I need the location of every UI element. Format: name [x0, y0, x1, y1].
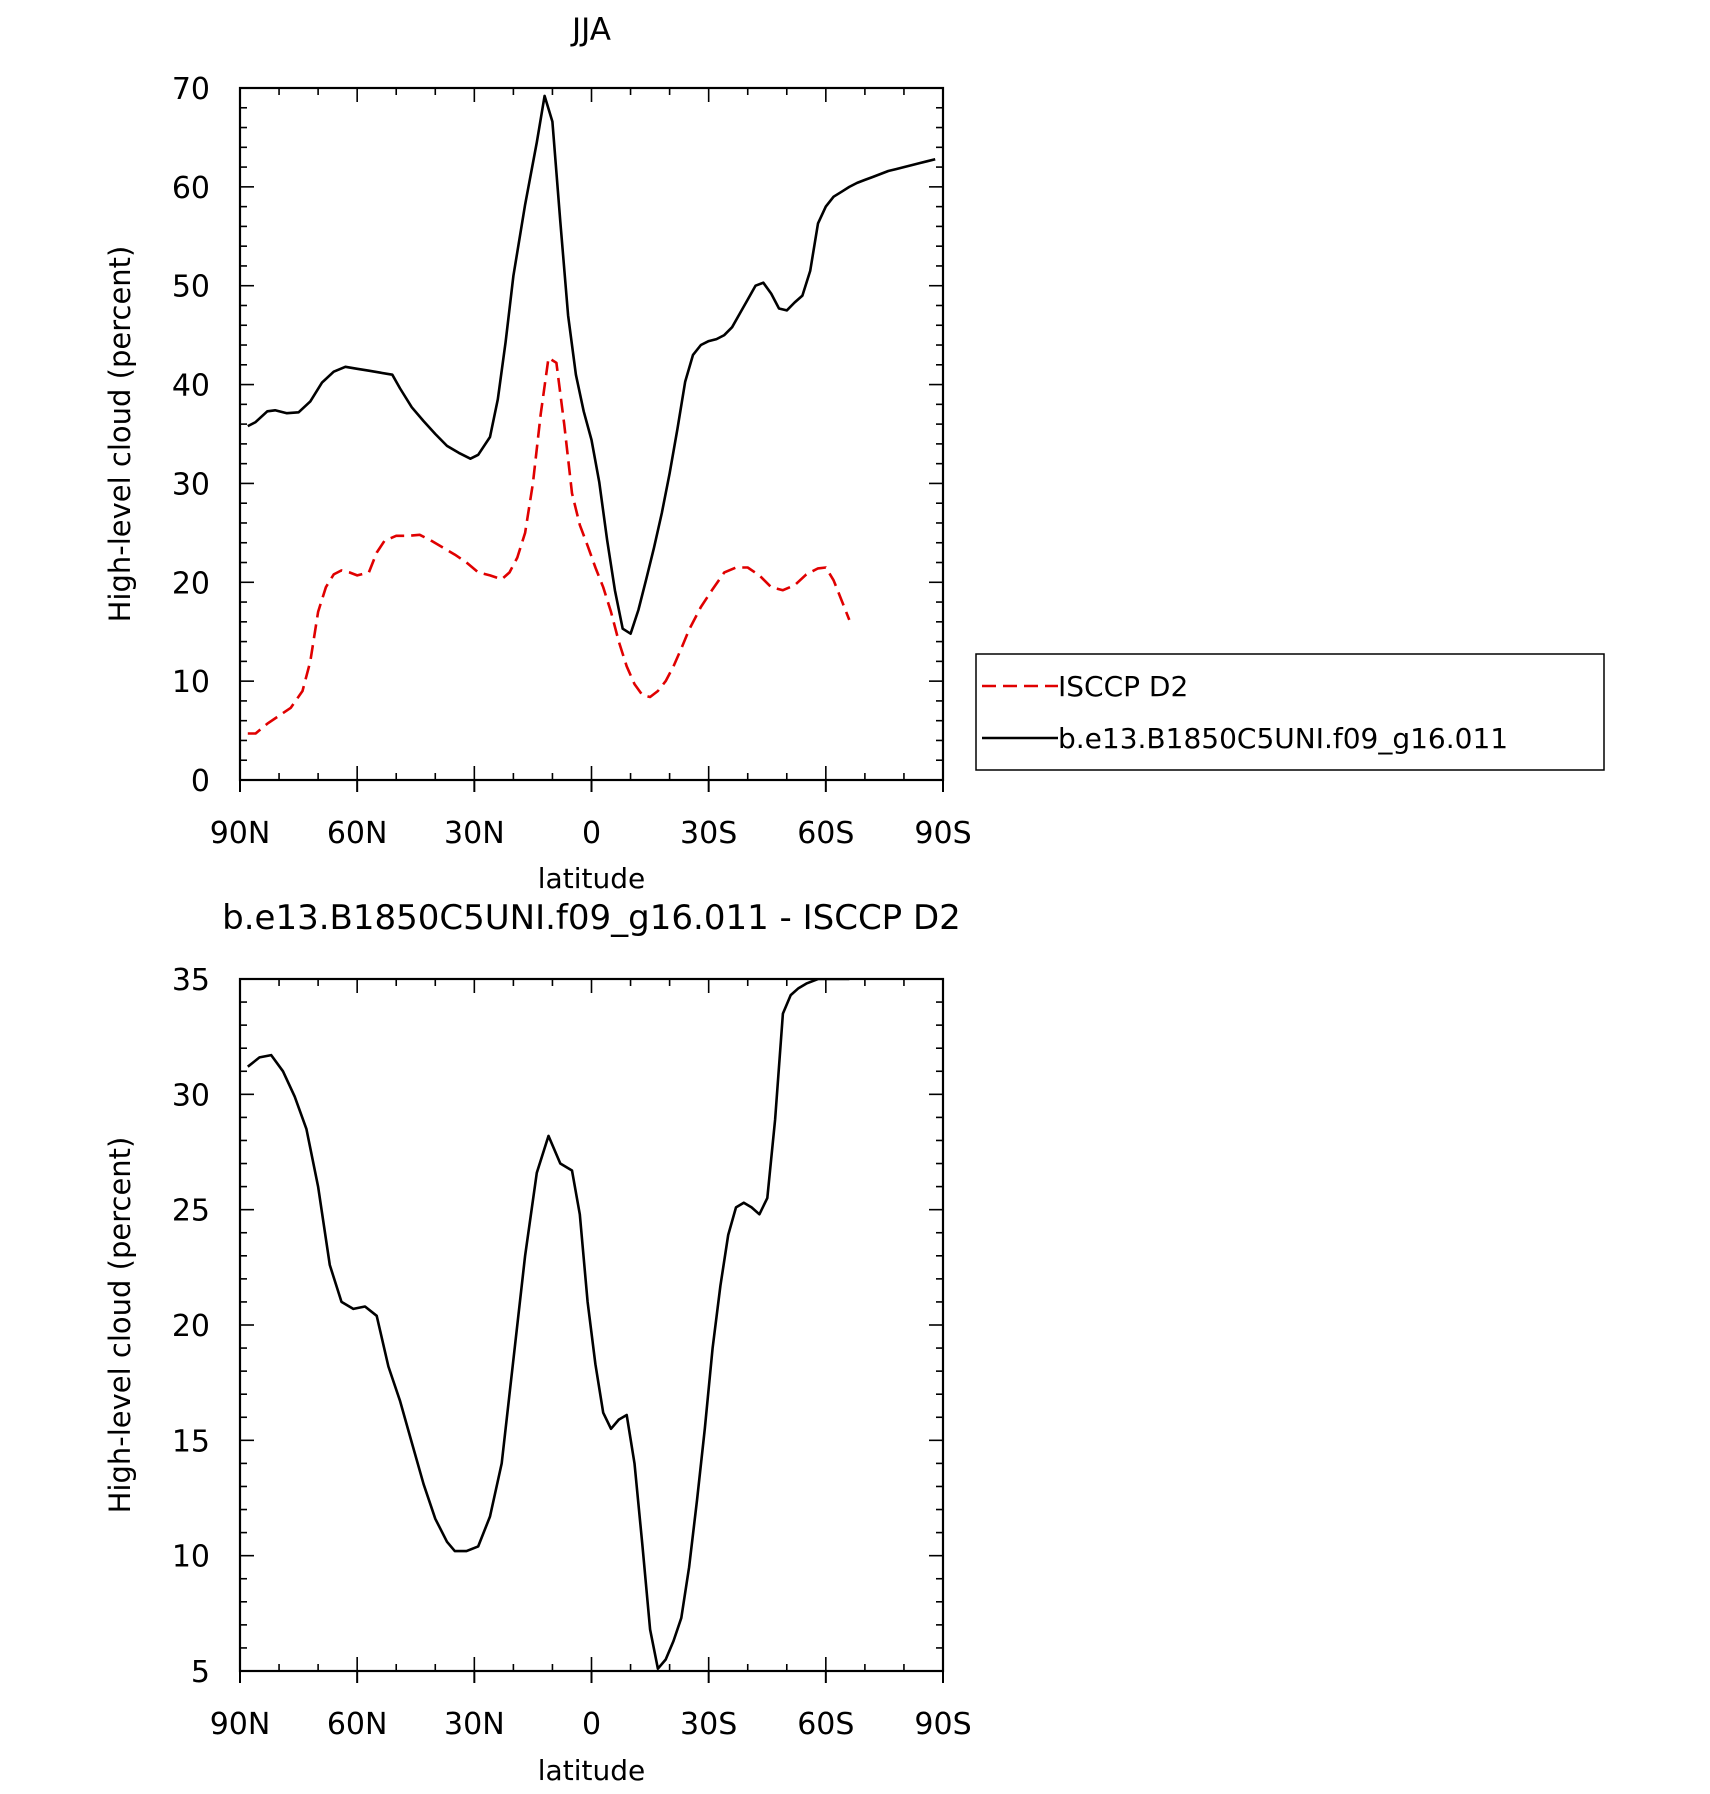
plot-frame — [238, 86, 945, 782]
x-tick-label: 0 — [582, 1707, 601, 1742]
x-tick-label: 60N — [327, 816, 388, 851]
series-line-0 — [246, 979, 850, 1670]
x-tick-label: 90N — [210, 1707, 271, 1742]
x-tick-label: 0 — [582, 816, 601, 851]
y-tick-label: 30 — [172, 1078, 210, 1113]
x-tick-label: 60S — [797, 816, 854, 851]
y-tick-label: 0 — [191, 764, 210, 799]
series-line-0 — [247, 356, 851, 735]
y-tick-label: 15 — [172, 1424, 210, 1459]
y-tick-label: 5 — [191, 1655, 210, 1690]
y-tick-label: 60 — [172, 171, 210, 206]
chart-title: JJA — [570, 12, 611, 48]
y-axis-label: High-level cloud (percent) — [103, 1137, 137, 1514]
y-tick-label: 25 — [172, 1194, 210, 1229]
y-tick-label: 50 — [172, 270, 210, 305]
y-tick-label: 40 — [172, 369, 210, 404]
x-axis-label: latitude — [538, 862, 645, 895]
x-tick-label: 30S — [680, 1707, 737, 1742]
top-panel: JJA High-level cloud (percent) latitude … — [103, 12, 972, 895]
x-axis-label: latitude — [538, 1754, 645, 1787]
y-tick-label: 20 — [172, 566, 210, 601]
x-tick-label: 90S — [914, 816, 971, 851]
y-tick-label: 10 — [172, 665, 210, 700]
x-tick-label: 30S — [680, 816, 737, 851]
bottom-panel: b.e13.B1850C5UNI.f09_g16.011 - ISCCP D2 … — [103, 898, 972, 1787]
x-tick-label: 60N — [327, 1707, 388, 1742]
y-tick-label: 70 — [172, 72, 210, 107]
x-tick-label: 30N — [444, 816, 505, 851]
chart-title: b.e13.B1850C5UNI.f09_g16.011 - ISCCP D2 — [222, 898, 961, 938]
x-tick-label: 90N — [210, 816, 271, 851]
legend-entry-isccp: ISCCP D2 — [1058, 670, 1188, 703]
legend-entry-model: b.e13.B1850C5UNI.f09_g16.011 — [1058, 722, 1508, 755]
series-line-1 — [247, 94, 936, 636]
x-tick-label: 90S — [914, 1707, 971, 1742]
y-axis-label: High-level cloud (percent) — [103, 246, 137, 623]
y-tick-label: 35 — [172, 963, 210, 998]
x-tick-label: 60S — [797, 1707, 854, 1742]
y-tick-label: 30 — [172, 467, 210, 502]
legend-box — [975, 653, 1605, 771]
y-tick-label: 10 — [172, 1540, 210, 1575]
x-tick-label: 30N — [444, 1707, 505, 1742]
y-tick-label: 20 — [172, 1309, 210, 1344]
legend: ISCCP D2 b.e13.B1850C5UNI.f09_g16.011 — [975, 653, 1605, 771]
